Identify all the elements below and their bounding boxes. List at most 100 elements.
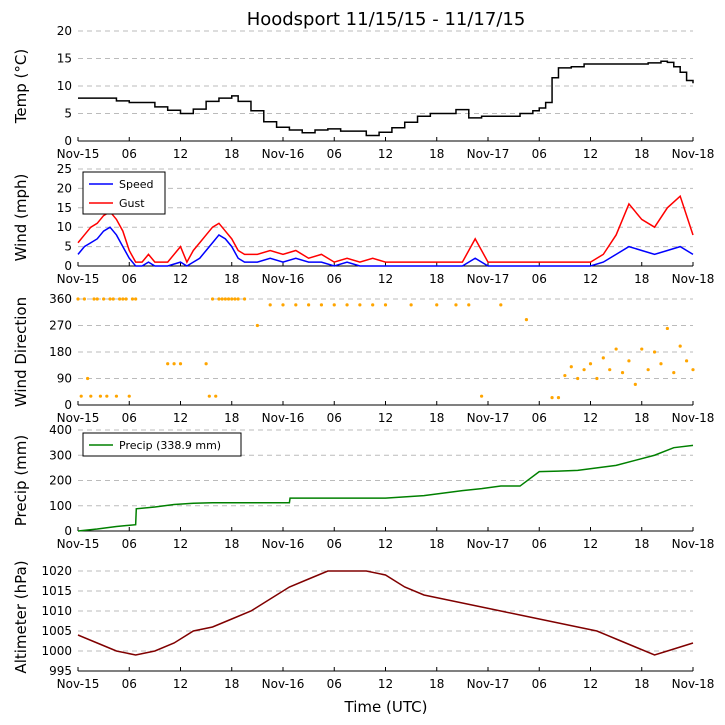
xtick-label-alt-8: Nov-17: [467, 677, 510, 691]
xtick-label-temp-5: 06: [327, 147, 342, 161]
point-dir-46: [435, 303, 439, 307]
xtick-label-alt-10: 12: [583, 677, 598, 691]
xtick-label-alt-7: 18: [429, 677, 444, 691]
legend-label-precip-0: Precip (338.9 mm): [119, 439, 221, 452]
point-dir-52: [550, 396, 554, 400]
point-dir-10: [108, 297, 112, 301]
xtick-label-wind-3: 18: [224, 272, 239, 286]
point-dir-18: [134, 297, 138, 301]
xtick-label-wind-8: Nov-17: [467, 272, 510, 286]
point-dir-61: [608, 368, 612, 372]
xtick-label-dir-12: Nov-18: [672, 411, 715, 425]
x-axis-title: Time (UTC): [344, 698, 428, 716]
point-dir-64: [627, 359, 631, 363]
point-dir-56: [576, 376, 580, 381]
ytick-label-wind-0: 0: [64, 259, 72, 273]
ytick-label-dir-3: 270: [49, 319, 72, 333]
ytick-label-precip-1: 100: [49, 499, 72, 513]
xtick-label-wind-7: 18: [429, 272, 444, 286]
point-dir-31: [233, 297, 237, 301]
legend-label-wind-1: Gust: [119, 197, 145, 210]
xtick-label-dir-4: Nov-16: [262, 411, 305, 425]
xtick-label-precip-9: 06: [532, 537, 547, 551]
point-dir-51: [524, 318, 529, 322]
panel-wind: 0 5 10 15 20 25 Nov-15 06 12 18 Nov-16 06 12 18 Nov-17…: [12, 162, 714, 286]
xtick-label-alt-2: 12: [173, 677, 188, 691]
point-dir-67: [646, 368, 650, 372]
point-dir-42: [358, 303, 362, 307]
xtick-label-precip-11: 18: [634, 537, 649, 551]
figure-title: Hoodsport 11/15/15 - 11/17/15: [247, 9, 526, 30]
xtick-label-wind-11: 18: [634, 272, 649, 286]
xtick-label-temp-10: 12: [583, 147, 598, 161]
xtick-label-dir-8: Nov-17: [467, 411, 510, 425]
ytick-label-precip-4: 400: [49, 423, 72, 437]
xtick-label-dir-11: 18: [634, 411, 649, 425]
xtick-label-precip-3: 18: [224, 537, 239, 551]
ylabel-temp: Temp (°C): [12, 49, 30, 124]
point-dir-34: [255, 323, 259, 328]
ytick-label-wind-5: 25: [57, 162, 72, 176]
point-dir-9: [105, 394, 109, 398]
point-dir-39: [319, 303, 324, 307]
point-dir-6: [95, 297, 99, 301]
point-dir-71: [672, 371, 676, 375]
ytick-label-wind-1: 5: [64, 240, 72, 254]
panel-dir: 0 90 180 270 360 Nov-15 06 12 18 Nov-16 06 12 18 Nov-…: [12, 292, 714, 425]
point-dir-73: [684, 359, 689, 363]
ylabel-precip: Precip (mm): [12, 435, 30, 526]
ytick-label-precip-2: 200: [49, 474, 72, 488]
xtick-label-wind-4: Nov-16: [262, 272, 305, 286]
ylabel-dir: Wind Direction: [12, 297, 30, 407]
xtick-label-temp-11: 18: [634, 147, 649, 161]
ytick-label-precip-0: 0: [64, 524, 72, 538]
xtick-label-alt-11: 18: [634, 677, 649, 691]
xtick-label-alt-12: Nov-18: [672, 677, 715, 691]
xtick-label-dir-3: 18: [224, 411, 239, 425]
xtick-label-temp-4: Nov-16: [262, 147, 305, 161]
ytick-label-precip-3: 300: [49, 448, 72, 462]
point-dir-45: [409, 303, 413, 307]
ytick-label-temp-4: 20: [57, 24, 72, 38]
xtick-label-temp-2: 12: [173, 147, 188, 161]
point-dir-7: [98, 394, 103, 398]
xtick-label-temp-3: 18: [224, 147, 239, 161]
series-line-wind-1: [77, 194, 694, 264]
point-dir-70: [665, 326, 669, 331]
point-dir-14: [121, 297, 125, 301]
point-dir-69: [659, 362, 663, 366]
xtick-label-alt-5: 06: [327, 677, 342, 691]
point-dir-3: [86, 376, 90, 381]
ytick-label-temp-3: 15: [57, 52, 72, 66]
point-dir-22: [204, 362, 208, 366]
point-dir-32: [236, 297, 240, 301]
xtick-label-dir-0: Nov-15: [57, 411, 100, 425]
point-dir-41: [345, 303, 349, 307]
point-dir-29: [226, 297, 231, 301]
xtick-label-wind-1: 06: [122, 272, 137, 286]
point-dir-49: [479, 394, 484, 398]
xtick-label-dir-5: 06: [327, 411, 342, 425]
panel-precip: 0 100 200 300 400 Nov-15 06 12 18 Nov-16 06 12 18 Nov…: [12, 423, 714, 551]
xtick-label-dir-9: 06: [532, 411, 547, 425]
point-dir-59: [595, 376, 599, 381]
point-dir-54: [563, 373, 567, 378]
point-dir-5: [92, 297, 96, 301]
ytick-label-dir-2: 180: [49, 345, 72, 359]
series-line-wind-0: [77, 226, 694, 267]
ytick-label-dir-0: 0: [64, 398, 72, 412]
point-dir-48: [467, 303, 471, 307]
legend-box-wind: [82, 171, 166, 215]
xtick-label-temp-6: 12: [378, 147, 393, 161]
point-dir-44: [383, 303, 388, 307]
xtick-label-precip-8: Nov-17: [467, 537, 510, 551]
xtick-label-precip-6: 12: [378, 537, 393, 551]
xtick-label-alt-4: Nov-16: [262, 677, 305, 691]
ytick-label-alt-2: 1005: [41, 624, 72, 638]
point-dir-15: [124, 297, 128, 301]
legend-label-wind-0: Speed: [119, 178, 153, 191]
xtick-label-dir-2: 12: [173, 411, 188, 425]
xtick-label-precip-4: Nov-16: [262, 537, 305, 551]
